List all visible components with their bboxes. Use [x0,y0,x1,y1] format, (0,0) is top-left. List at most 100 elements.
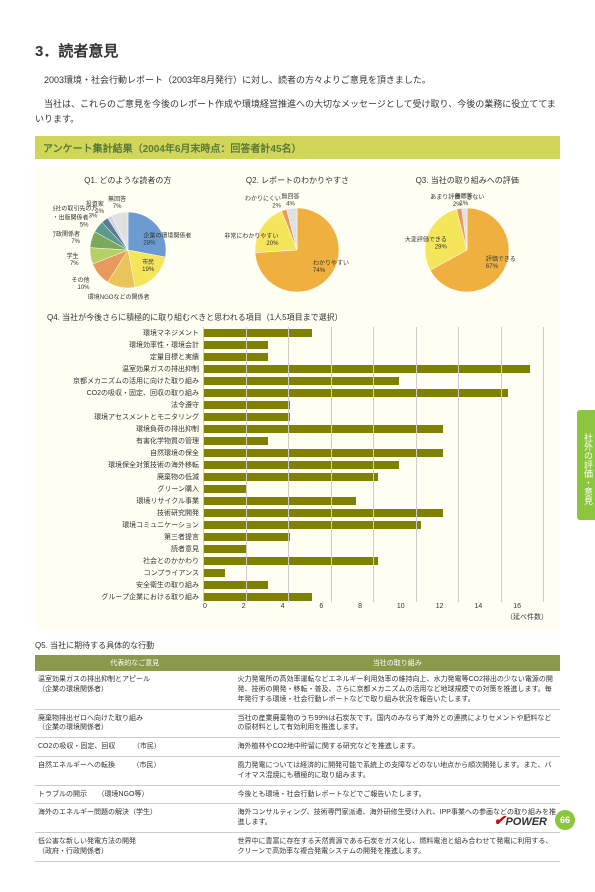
bar-label: 安全衛生の取り組み [43,580,203,590]
bar-fill [203,581,268,589]
bar-label: 温室効果ガスの排出抑制 [43,364,203,374]
bar-label: 有害化学物質の管理 [43,436,203,446]
q5-right: 火力発電所の高効率運転などエネルギー利用効率の維持向上、水力発電等CO2排出の少… [235,671,561,709]
svg-text:29%: 29% [435,244,448,250]
footer: ✔POWER 66 [494,810,575,830]
svg-text:5%: 5% [80,223,89,229]
bar-fill [203,545,247,553]
bar-label: 環境保全対策技術の海外移転 [43,460,203,470]
bar-label: 自然環境の保全 [43,448,203,458]
table-row: 海外のエネルギー問題の解決（学生）海外コンサルティング、技術専門家派遣、海外研修… [35,804,560,833]
q4-title: Q4. 当社が今後さらに積極的に取り組むべきと思われる項目（1人5項目まで選択） [47,312,552,323]
svg-text:非常にわかりやすい: 非常にわかりやすい [225,232,279,240]
svg-text:67%: 67% [486,264,499,270]
bar-label: 環境アセスメントとモニタリング [43,412,203,422]
bar-row: 廃棄物の低減 [43,471,552,482]
bar-label: 廃棄物の低減 [43,472,203,482]
q4-chart: 環境マネジメント環境効率性・環境会計定量目標と実績温室効果ガスの排出抑制京都メカ… [43,327,552,602]
bar-row: 環境リサイクル事業 [43,495,552,506]
q2-chart: Q2. レポートのわかりやすさ わかりやすい74%非常にわかりやすい20%わかり… [222,175,372,302]
svg-text:20%: 20% [267,241,280,247]
q5-left: 低公害な新しい発電方法の開発 （政府・行政関係者） [35,832,235,861]
bar-row: 環境負荷の排出抑制 [43,423,552,434]
q5-left: トラブルの開示 （環境NGO等） [35,785,235,804]
q5-left: 海外のエネルギー問題の解決（学生） [35,804,235,833]
q5-title: Q5. 当社に期待する具体的な行動 [35,640,560,651]
bar-row: 自然環境の保全 [43,447,552,458]
bar-row: 第三者提言 [43,531,552,542]
bar-fill [203,377,399,385]
q5-left: 自然エネルギーへの転換 （市民） [35,756,235,785]
bar-fill [203,425,443,433]
bar-label: 環境マネジメント [43,328,203,338]
bar-fill [203,557,378,565]
bar-row: 温室効果ガスの排出抑制 [43,363,552,374]
svg-text:無回答: 無回答 [108,195,126,203]
svg-text:その他: その他 [71,276,89,284]
q5-left: CO2の吸収・固定、回収 （市民） [35,738,235,757]
bar-label: 法令遵守 [43,400,203,410]
bar-label: 技術研究開発 [43,508,203,518]
bar-label: 読者意見 [43,544,203,554]
axis-tick: 16 [513,603,552,610]
axis-tick: 6 [319,603,358,610]
bar-fill [203,473,378,481]
bar-row: 京都メカニズムの活用に向けた取り組み [43,375,552,386]
bar-label: 社会とのかかわり [43,556,203,566]
bar-label: コンプライアンス [43,568,203,578]
q5-left: 温室効果ガスの排出抑制とアピール （企業の環境関係者） [35,671,235,709]
bar-row: 環境コミュニケーション [43,519,552,530]
table-row: 自然エネルギーへの転換 （市民）風力発電については経済的に開発可能で系統上の支障… [35,756,560,785]
bar-fill [203,461,399,469]
q5-right: 世界中に豊富に存在する天然資源である石炭をガス化し、燃料電池と組み合わせて発電に… [235,832,561,861]
svg-text:19%: 19% [142,267,155,273]
table-row: 温室効果ガスの排出抑制とアピール （企業の環境関係者）火力発電所の高効率運転など… [35,671,560,709]
page-title: 3．読者意見 [35,40,560,61]
bar-fill [203,533,290,541]
bar-fill [203,401,290,409]
bar-row: 社会とのかかわり [43,555,552,566]
side-tab: 社外の評価・意見 [577,410,595,520]
table-row: トラブルの開示 （環境NGO等）今後とも環境・社会行動レポートなどでご報告いたし… [35,785,560,804]
bar-row: 環境保全対策技術の海外移転 [43,459,552,470]
q5-th2: 当社の取り組み [235,655,561,671]
axis-tick: 0 [203,603,242,610]
bar-row: コンプライアンス [43,567,552,578]
svg-text:7%: 7% [71,239,80,245]
q5-right: 当社の産業廃棄物のうち99%は石炭灰です。国内のみならず海外との連携によりセメン… [235,709,561,738]
intro-text-2: 当社は、これらのご意見を今後のレポート作成や環境経営推進への大切なメッセージとし… [35,97,560,126]
q3-chart: Q3. 当社の取り組みへの評価 評価できる67%大変評価できる29%あまり評価で… [392,175,542,302]
svg-text:10%: 10% [77,285,90,291]
logo-text: POWER [505,816,547,828]
q5-th1: 代表的なご意見 [35,655,235,671]
svg-text:大変評価できる: 大変評価できる [405,235,447,243]
svg-text:政府・行政関係者: 政府・行政関係者 [53,230,80,238]
q3-title: Q3. 当社の取り組みへの評価 [392,175,542,186]
table-row: CO2の吸収・固定、回収 （市民）海外植林やCO2地中貯留に関する研究などを推進… [35,738,560,757]
axis-tick: 12 [436,603,475,610]
svg-text:7%: 7% [113,204,122,210]
bar-label: 環境負荷の排出抑制 [43,424,203,434]
survey-block: Q1. どのような読者の方 企業の環境関係者28%市民19%環境NGOなどの関係… [35,167,560,630]
svg-text:学生: 学生 [66,252,78,260]
bar-label: 環境コミュニケーション [43,520,203,530]
svg-text:74%: 74% [314,268,327,274]
svg-text:投資家: 投資家 [86,200,104,208]
bar-row: グループ企業における取り組み [43,591,552,602]
bar-fill [203,497,356,505]
bar-fill [203,437,268,445]
bar-fill [203,593,312,601]
q5-left: 廃棄物排出ゼロへ向けた取り組み （企業の環境関係者） [35,709,235,738]
svg-text:2%: 2% [95,209,104,215]
logo-icon: ✔ [494,812,506,828]
bar-row: 法令遵守 [43,399,552,410]
bar-fill [203,569,225,577]
q1-chart: Q1. どのような読者の方 企業の環境関係者28%市民19%環境NGOなどの関係… [53,175,203,302]
survey-banner: アンケート集計結果（2004年6月末時点：回答者計45名） [35,136,560,159]
svg-text:わかりにくい: わかりにくい [246,196,282,203]
q5-table: 代表的なご意見 当社の取り組み 温室効果ガスの排出抑制とアピール （企業の環境関… [35,655,560,861]
bar-label: グループ企業における取り組み [43,592,203,602]
q5-right: 今後とも環境・社会行動レポートなどでご報告いたします。 [235,785,561,804]
bar-label: 環境効率性・環境会計 [43,340,203,350]
bar-fill [203,509,443,517]
